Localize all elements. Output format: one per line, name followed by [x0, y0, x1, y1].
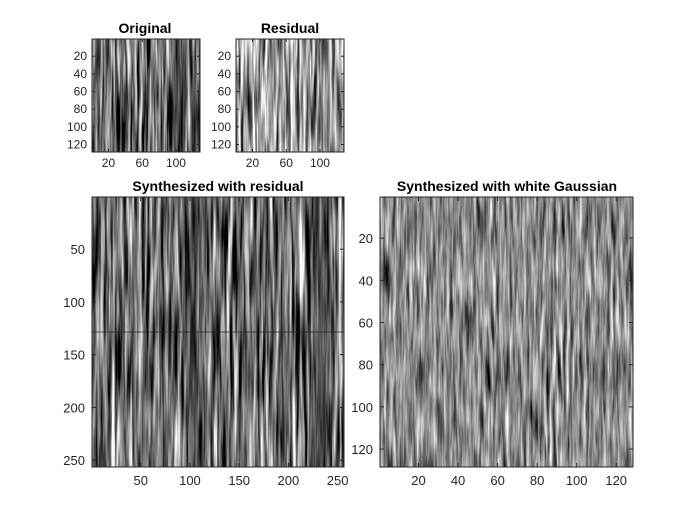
tile-band-1 [92, 197, 218, 332]
y-tick-label: 80 [74, 102, 88, 116]
tile-band-2 [218, 197, 344, 332]
y-tick-label: 20 [218, 49, 232, 63]
y-tick-label: 60 [218, 85, 232, 99]
synth-gauss-image [380, 197, 633, 467]
y-tick-label: 100 [67, 120, 87, 134]
x-tick-label: 20 [246, 156, 260, 170]
y-tick-label: 60 [359, 316, 373, 331]
y-tick-label: 100 [351, 400, 373, 415]
x-tick-label: 80 [530, 473, 544, 488]
y-tick-label: 80 [218, 102, 232, 116]
panel-title-synth-gauss: Synthesized with white Gaussian [397, 178, 617, 194]
x-tick-label: 100 [566, 473, 588, 488]
y-tick-label: 100 [63, 295, 85, 310]
x-tick-label: 60 [490, 473, 504, 488]
synth-residual-axes-box [91, 196, 345, 468]
y-tick-label: 20 [74, 49, 88, 63]
panel-synth-gauss: Synthesized with white Gaussian 20 40 60 80… [351, 178, 634, 488]
panel-title-residual: Residual [261, 20, 319, 36]
y-tick-label: 200 [63, 400, 85, 415]
y-tick-label: 120 [211, 137, 231, 151]
x-tick-label: 120 [605, 473, 627, 488]
synth-residual-ticks: 50 100 150 200 250 50 100 150 200 250 [63, 197, 348, 488]
x-tick-label: 20 [102, 156, 116, 170]
x-tick-label: 60 [136, 156, 150, 170]
panel-title-synth-residual: Synthesized with residual [132, 178, 303, 194]
original-ticks: 20 60 100 20 40 60 80 100 120 [67, 39, 200, 170]
residual-dark-band [236, 39, 344, 152]
x-tick-label: 100 [310, 156, 330, 170]
y-tick-label: 80 [359, 358, 373, 373]
x-tick-label: 40 [451, 473, 465, 488]
x-tick-label: 60 [280, 156, 294, 170]
y-tick-label: 60 [74, 85, 88, 99]
y-tick-label: 150 [63, 348, 85, 363]
y-tick-label: 120 [351, 442, 373, 457]
y-tick-label: 40 [74, 67, 88, 81]
panel-synth-residual: Synthesized with residual 50 100 150 200 250… [63, 178, 348, 488]
synth-gauss-axes-box [379, 196, 634, 468]
original-dark-band [92, 39, 200, 152]
x-tick-label: 150 [228, 473, 250, 488]
original-axes-box [91, 38, 201, 153]
y-tick-label: 40 [218, 67, 232, 81]
x-tick-label: 50 [133, 473, 147, 488]
panel-original: Original 20 60 100 20 40 60 80 100 120 [67, 20, 201, 170]
x-tick-label: 200 [278, 473, 300, 488]
x-tick-label: 100 [179, 473, 201, 488]
y-tick-label: 50 [71, 242, 85, 257]
y-tick-label: 40 [359, 273, 373, 288]
residual-axes-box [235, 38, 345, 153]
x-tick-label: 250 [327, 473, 349, 488]
panel-title-original: Original [119, 20, 172, 36]
y-tick-label: 250 [63, 453, 85, 468]
x-tick-label: 100 [166, 156, 186, 170]
synth-gauss-ticks: 20 40 60 80 100 120 20 40 60 80 100 120 [351, 197, 633, 488]
y-tick-label: 120 [67, 137, 87, 151]
panel-residual: Residual 20 60 100 20 40 60 80 100 120 [211, 20, 345, 170]
y-tick-label: 100 [211, 120, 231, 134]
tile-band-4 [218, 332, 344, 467]
tile-band-3 [92, 332, 218, 467]
residual-ticks: 20 60 100 20 40 60 80 100 120 [211, 39, 344, 170]
y-tick-label: 20 [359, 231, 373, 246]
x-tick-label: 20 [411, 473, 425, 488]
